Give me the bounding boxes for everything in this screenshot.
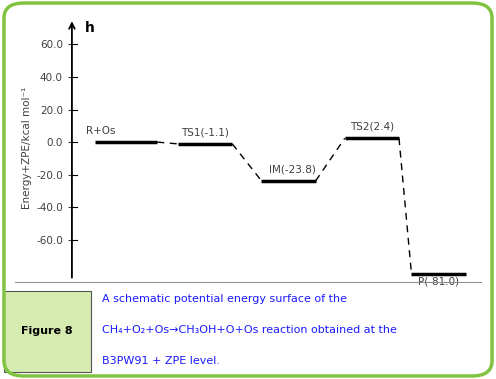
Text: P(-81.0): P(-81.0) bbox=[418, 277, 459, 287]
Text: h: h bbox=[84, 21, 94, 35]
Text: TS1(-1.1): TS1(-1.1) bbox=[182, 127, 229, 138]
Y-axis label: Energy+ZPE/kcal mol⁻¹: Energy+ZPE/kcal mol⁻¹ bbox=[22, 87, 32, 209]
Text: B3PW91 + ZPE level.: B3PW91 + ZPE level. bbox=[102, 356, 220, 366]
Text: Figure 8: Figure 8 bbox=[21, 326, 73, 336]
Text: A schematic potential energy surface of the: A schematic potential energy surface of … bbox=[102, 294, 347, 304]
FancyBboxPatch shape bbox=[4, 291, 91, 372]
Text: CH₄+O₂+Os→CH₃OH+O+Os reaction obtained at the: CH₄+O₂+Os→CH₃OH+O+Os reaction obtained a… bbox=[102, 325, 397, 335]
Text: TS2(2.4): TS2(2.4) bbox=[350, 122, 394, 132]
Text: IM(-23.8): IM(-23.8) bbox=[269, 164, 316, 174]
Text: R+Os: R+Os bbox=[86, 125, 116, 136]
